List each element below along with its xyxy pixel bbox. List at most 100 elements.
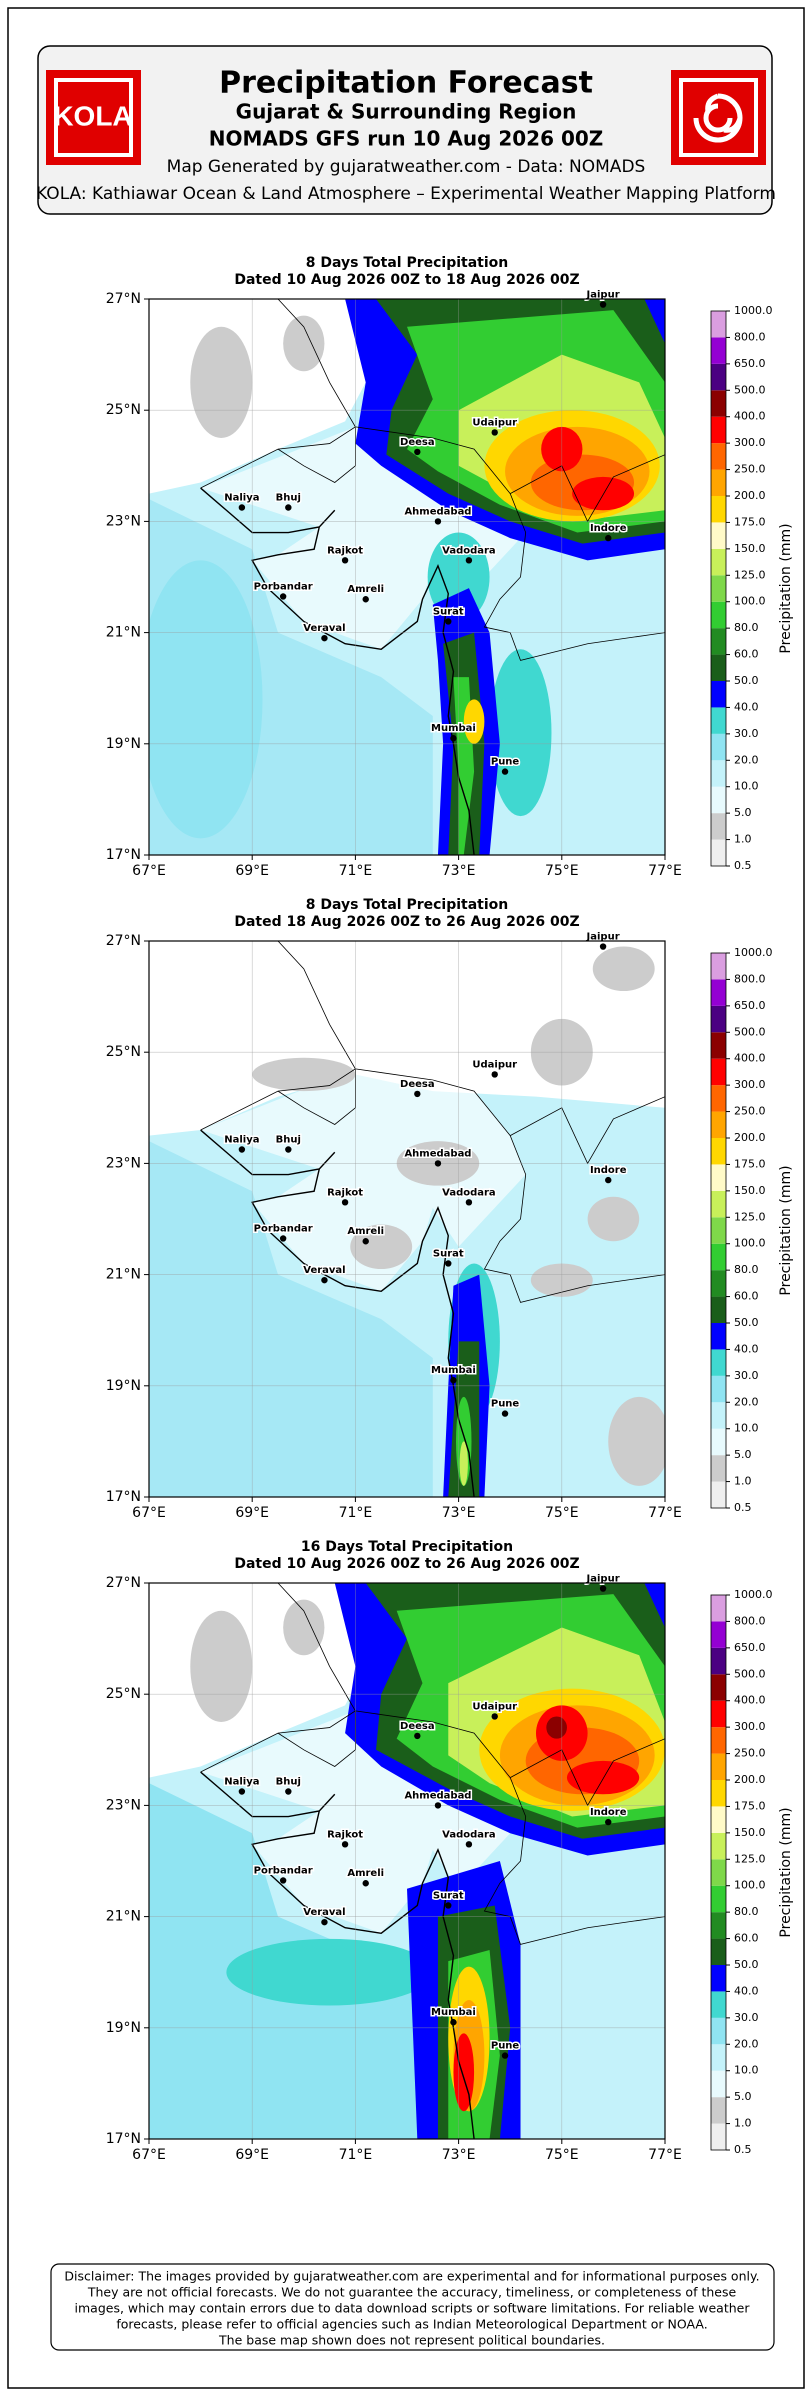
colorbar-tick-label: 400.0 bbox=[734, 1052, 766, 1065]
logo-right bbox=[671, 70, 766, 165]
city-dot bbox=[445, 1260, 452, 1267]
colorbar-tick-label: 400.0 bbox=[734, 1694, 766, 1707]
map-frame bbox=[148, 1582, 666, 2140]
map-frame bbox=[148, 298, 666, 856]
colorbar-tick-label: 1.0 bbox=[734, 1475, 752, 1488]
city-dot bbox=[414, 1090, 421, 1098]
city-dot bbox=[279, 1235, 287, 1242]
x-tick-label: 75°E bbox=[545, 1505, 579, 1521]
colorbar-bin bbox=[711, 1217, 726, 1244]
disclaimer-line: Disclaimer: The images provided by gujar… bbox=[64, 2269, 759, 2284]
colorbar-tick-label: 50.0 bbox=[734, 674, 759, 687]
colorbar-tick-label: 650.0 bbox=[734, 1641, 766, 1654]
y-tick-label: 21°N bbox=[106, 625, 141, 641]
city-label: Indore bbox=[590, 1165, 627, 1176]
colorbar-tick-label: 1000.0 bbox=[734, 1588, 773, 1601]
colorbar-bin bbox=[711, 1375, 726, 1403]
colorbar-bin bbox=[711, 1753, 726, 1780]
city-label: Naliya bbox=[224, 493, 259, 504]
colorbar-bin bbox=[711, 337, 726, 364]
city-dot bbox=[414, 448, 421, 456]
colorbar-bin bbox=[711, 1058, 726, 1086]
disclaimer-line: They are not official forecasts. We do n… bbox=[87, 2285, 737, 2300]
precip-field bbox=[149, 299, 665, 855]
y-tick-label: 23°N bbox=[106, 1155, 141, 1171]
map-subtitle: Dated 10 Aug 2026 00Z to 26 Aug 2026 00Z bbox=[234, 1556, 579, 1572]
city-dot bbox=[465, 557, 473, 564]
colorbar-tick-label: 650.0 bbox=[734, 357, 766, 370]
city-label: Vadodara bbox=[442, 1829, 496, 1840]
logo-left bbox=[46, 70, 141, 165]
y-tick-label: 23°N bbox=[106, 513, 141, 529]
city-dot bbox=[599, 301, 607, 308]
colorbar-bin bbox=[711, 1481, 726, 1508]
y-tick-label: 25°N bbox=[106, 1686, 141, 1702]
map-title: 8 Days Total Precipitation bbox=[306, 897, 509, 913]
y-tick-label: 27°N bbox=[106, 291, 141, 307]
city-dot bbox=[341, 557, 349, 564]
city-dot bbox=[279, 593, 287, 600]
colorbar-bin bbox=[711, 628, 726, 655]
colorbar-tick-label: 100.0 bbox=[734, 1879, 766, 1892]
colorbar-tick-label: 175.0 bbox=[734, 1799, 766, 1812]
x-tick-label: 73°E bbox=[442, 2147, 476, 2163]
header-box bbox=[37, 45, 773, 215]
colorbar-bin bbox=[711, 1912, 726, 1939]
colorbar-bin bbox=[711, 1806, 726, 1833]
colorbar-tick-label: 175.0 bbox=[734, 1157, 766, 1170]
disclaimer-line: The base map shown does not represent po… bbox=[218, 2333, 605, 2348]
colorbar-tick-label: 30.0 bbox=[734, 727, 759, 740]
colorbar-bin bbox=[711, 1727, 726, 1754]
x-tick-label: 75°E bbox=[545, 863, 579, 879]
x-tick-label: 71°E bbox=[339, 863, 373, 879]
x-tick-label: 67°E bbox=[132, 863, 166, 879]
colorbar-tick-label: 300.0 bbox=[734, 1720, 766, 1733]
colorbar-bin bbox=[711, 1859, 726, 1886]
map-title: 16 Days Total Precipitation bbox=[301, 1539, 513, 1555]
colorbar-bin bbox=[711, 1647, 726, 1675]
colorbar-tick-label: 60.0 bbox=[734, 1932, 759, 1945]
city-label: Surat bbox=[433, 1890, 464, 1901]
colorbar-bin bbox=[711, 1402, 726, 1429]
map-subtitle: Dated 18 Aug 2026 00Z to 26 Aug 2026 00Z bbox=[234, 914, 579, 930]
city-dot bbox=[362, 1238, 369, 1245]
colorbar-bin bbox=[711, 469, 726, 496]
colorbar-tick-label: 60.0 bbox=[734, 1290, 759, 1303]
x-tick-label: 67°E bbox=[132, 2147, 166, 2163]
x-tick-label: 77°E bbox=[648, 863, 682, 879]
city-dot bbox=[362, 1880, 369, 1887]
city-dot bbox=[434, 1160, 442, 1167]
colorbar-frame bbox=[710, 1594, 727, 2151]
colorbar-tick-label: 1000.0 bbox=[734, 946, 773, 959]
city-label: Surat bbox=[433, 1248, 464, 1259]
city-dot bbox=[501, 1410, 509, 1417]
city-label: Pune bbox=[491, 757, 520, 768]
colorbar-bin bbox=[711, 1323, 726, 1350]
city-dot bbox=[465, 1841, 473, 1848]
colorbar-tick-label: 50.0 bbox=[734, 1316, 759, 1329]
colorbar-tick-label: 20.0 bbox=[734, 1395, 759, 1408]
colorbar-tick-label: 50.0 bbox=[734, 1958, 759, 1971]
colorbar-bin bbox=[711, 390, 726, 417]
colorbar-frame bbox=[710, 310, 727, 867]
colorbar-bin bbox=[711, 839, 726, 866]
colorbar-bin bbox=[711, 1455, 726, 1482]
x-tick-label: 71°E bbox=[339, 1505, 373, 1521]
y-tick-label: 21°N bbox=[106, 1267, 141, 1283]
city-dot bbox=[605, 534, 612, 542]
city-label: Rajkot bbox=[327, 1829, 363, 1840]
colorbar-bin bbox=[711, 1938, 726, 1965]
city-label: Mumbai bbox=[431, 723, 476, 734]
y-tick-label: 19°N bbox=[106, 2020, 141, 2036]
city-dot bbox=[450, 735, 457, 742]
header-platform: KOLA: Kathiawar Ocean & Land Atmosphere … bbox=[36, 184, 776, 204]
colorbar-bin bbox=[711, 2123, 726, 2150]
colorbar-bin bbox=[711, 1270, 726, 1297]
colorbar-tick-label: 800.0 bbox=[734, 972, 766, 985]
colorbar-bin bbox=[711, 496, 726, 523]
city-label: Udaipur bbox=[472, 1059, 517, 1070]
city-label: Vadodara bbox=[442, 1187, 496, 1198]
colorbar-tick-label: 250.0 bbox=[734, 1105, 766, 1118]
colorbar-bin bbox=[711, 681, 726, 708]
